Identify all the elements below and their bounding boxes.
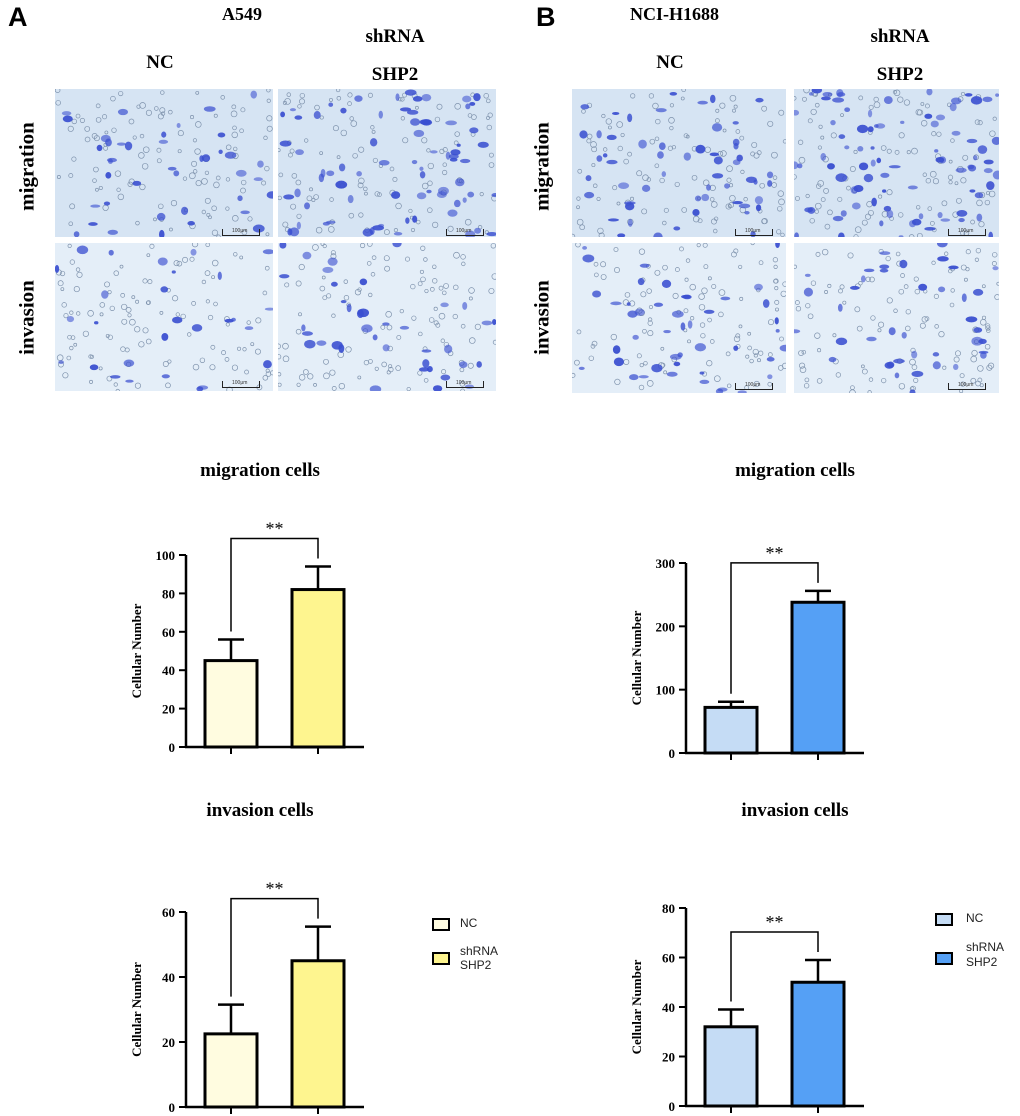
scale-label: 100μm <box>958 228 974 234</box>
col-label-shrna-a: shRNA <box>365 26 425 47</box>
col-label-shp2-b: SHP2 <box>876 64 924 85</box>
scale-label: 100μm <box>232 228 248 234</box>
bar-chart-b-invasion: 0 20 40 60 80 Cellular Number ** <box>629 901 864 1114</box>
col-label-nc-a: NC <box>146 52 174 73</box>
y-tick-label: 80 <box>662 901 675 916</box>
y-tick-label: 0 <box>669 1099 676 1114</box>
legend-label-nc-a: NC <box>460 916 478 930</box>
col-label-shrna-b: shRNA <box>870 26 930 47</box>
chart-plot: 0 20 40 60 80 100 Cellular Number ** <box>129 519 364 755</box>
y-tick-label: 0 <box>169 1100 176 1115</box>
y-tick-label: 20 <box>162 702 175 717</box>
significance-label: ** <box>766 543 784 563</box>
scale-label: 100μm <box>745 228 761 234</box>
legend-swatch-shrna-b <box>935 952 953 965</box>
legend-label-shrna-a: shRNA <box>460 944 499 958</box>
scale-label: 100μm <box>456 380 472 386</box>
chart-title-b-migration: migration cells <box>735 460 855 481</box>
bar-shrna-shp2 <box>790 600 846 755</box>
y-axis-label: Cellular Number <box>629 610 644 705</box>
significance-bracket <box>730 562 819 694</box>
scale-bar <box>948 229 986 236</box>
y-tick-label: 300 <box>656 556 676 571</box>
significance-bracket <box>230 897 319 997</box>
y-tick-label: 0 <box>169 740 176 755</box>
bar-shrna-shp2 <box>790 980 846 1108</box>
row-label-migration-b: migration <box>529 122 554 211</box>
chart-title-a-invasion: invasion cells <box>206 800 314 821</box>
micrograph-a-migration-nc <box>55 89 273 237</box>
scale-bar <box>222 381 260 388</box>
scale-bar <box>446 381 484 388</box>
legend-swatch-nc-a <box>432 918 450 931</box>
legend-label-shrna-b: shRNA <box>966 940 1005 954</box>
chart-title-b-invasion: invasion cells <box>741 800 849 821</box>
y-axis-label: Cellular Number <box>629 959 644 1054</box>
cell-line-title-a: A549 <box>222 4 262 24</box>
significance-label: ** <box>766 912 784 932</box>
bar-nc <box>203 1032 259 1109</box>
row-label-migration-a: migration <box>14 122 39 211</box>
y-tick-label: 20 <box>662 1050 675 1065</box>
micrograph-a-migration-shrna <box>278 89 496 237</box>
bar-nc <box>703 705 759 755</box>
bar-chart-a-invasion: 0 20 40 60 Cellular Number ** <box>129 879 364 1115</box>
y-tick-label: 100 <box>156 548 176 563</box>
y-tick-label: 60 <box>162 905 175 920</box>
y-tick-label: 20 <box>162 1035 175 1050</box>
scale-bar <box>735 229 773 236</box>
scale-label: 100μm <box>958 382 974 388</box>
panel-letter-a: A <box>8 2 28 32</box>
y-tick-label: 40 <box>162 970 175 985</box>
scale-label: 100μm <box>456 228 472 234</box>
row-label-invasion-a: invasion <box>14 280 39 355</box>
y-axis-label: Cellular Number <box>129 603 144 698</box>
y-tick-label: 40 <box>662 1000 675 1015</box>
cell-line-title-b: NCI-H1688 <box>630 4 719 24</box>
y-tick-label: 0 <box>669 746 676 761</box>
legend-label-shp2-b: SHP2 <box>966 955 998 969</box>
significance-bracket <box>230 537 319 632</box>
legend-label-nc-b: NC <box>966 911 984 925</box>
col-label-nc-b: NC <box>656 52 684 73</box>
micrograph-b-invasion-shrna <box>794 243 999 393</box>
micrograph-a-invasion-nc <box>55 243 273 391</box>
micrograph-a-invasion-shrna <box>278 243 496 391</box>
micrograph-b-invasion-nc <box>572 243 786 393</box>
significance-label: ** <box>266 519 284 539</box>
y-tick-label: 60 <box>162 625 175 640</box>
micrograph-b-migration-nc <box>572 89 786 237</box>
y-tick-label: 100 <box>656 683 676 698</box>
chart-plot: 0 20 40 60 Cellular Number ** <box>129 879 364 1115</box>
significance-bracket <box>730 931 819 1002</box>
significance-label: ** <box>266 879 284 899</box>
col-label-shp2-a: SHP2 <box>371 64 419 85</box>
panel-letter-b: B <box>536 2 556 32</box>
scale-bar <box>222 229 260 236</box>
micrograph-b-migration-shrna <box>794 89 999 237</box>
chart-title-a-migration: migration cells <box>200 460 320 481</box>
scale-bar <box>948 383 986 390</box>
bar-chart-b-migration: 0 100 200 300 Cellular Number ** <box>629 543 864 761</box>
bar-nc <box>703 1025 759 1108</box>
y-tick-label: 80 <box>162 586 175 601</box>
chart-plot: 0 20 40 60 80 Cellular Number ** <box>629 901 864 1114</box>
scale-label: 100μm <box>232 380 248 386</box>
bar-chart-a-migration: 0 20 40 60 80 100 Cellular Number ** <box>129 519 364 755</box>
scale-label: 100μm <box>745 382 761 388</box>
bar-nc <box>203 659 259 749</box>
y-tick-label: 200 <box>656 619 676 634</box>
y-tick-label: 40 <box>162 663 175 678</box>
y-axis-label: Cellular Number <box>129 962 144 1057</box>
scale-bar <box>735 383 773 390</box>
legend-swatch-shrna-a <box>432 952 450 965</box>
bar-shrna-shp2 <box>290 588 346 749</box>
legend-swatch-nc-b <box>935 913 953 926</box>
y-tick-label: 60 <box>662 951 675 966</box>
row-label-invasion-b: invasion <box>529 280 554 355</box>
scale-bar <box>446 229 484 236</box>
chart-plot: 0 100 200 300 Cellular Number ** <box>629 543 864 761</box>
bar-shrna-shp2 <box>290 959 346 1109</box>
legend-label-shp2-a: SHP2 <box>460 958 492 972</box>
